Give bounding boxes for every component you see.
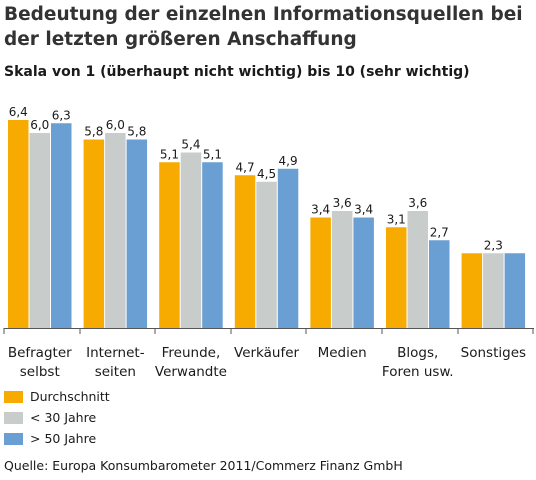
category-label-2-1: Verwandte (155, 364, 227, 380)
data-label-2-2: 5,1 (203, 147, 222, 161)
bar-2-0 (159, 162, 180, 328)
category-label-5-1: Foren usw. (382, 364, 454, 380)
bar-4-0 (310, 217, 331, 328)
data-label-3-1: 4,5 (257, 167, 276, 181)
category-label-1-0: Internet- (86, 345, 145, 361)
data-label-3-2: 4,9 (279, 154, 298, 168)
category-label-0-0: Befragter (8, 345, 72, 361)
bar-3-0 (234, 175, 256, 328)
data-label-0-2: 6,3 (52, 108, 71, 122)
bar-3-2 (277, 168, 299, 328)
bar-5-0 (386, 227, 407, 328)
category-label-1-1: seiten (95, 364, 136, 380)
category-label-3-0: Verkäufer (234, 345, 300, 361)
bar-3-1 (256, 181, 277, 328)
data-label-6-1: 2,3 (484, 238, 503, 252)
chart-title: Bedeutung der einzelnen Informationsquel… (4, 4, 523, 50)
data-label-3-0: 4,7 (236, 160, 255, 174)
data-label-4-1: 3,6 (333, 196, 352, 210)
data-label-1-1: 6,0 (106, 118, 125, 132)
legend-label-ueber-50: > 50 Jahre (30, 431, 97, 446)
bar-6-0 (461, 253, 483, 328)
data-label-4-0: 3,4 (311, 203, 330, 217)
bar-2-1 (180, 152, 202, 328)
category-label-5-0: Blogs, (397, 345, 438, 361)
bar-2-2 (202, 162, 223, 328)
category-label-4-0: Medien (318, 345, 367, 361)
bar-6-1 (483, 253, 504, 328)
data-label-5-1: 3,6 (408, 196, 427, 210)
bar-4-1 (331, 211, 353, 328)
bar-1-2 (126, 139, 148, 328)
data-label-4-2: 3,4 (354, 203, 373, 217)
data-label-1-2: 5,8 (127, 125, 146, 139)
data-label-2-1: 5,4 (181, 138, 200, 152)
data-label-5-0: 3,1 (387, 212, 406, 226)
source-note: Quelle: Europa Konsumbarometer 2011/Comm… (4, 458, 403, 473)
bar-0-2 (51, 123, 72, 328)
data-label-1-0: 5,8 (84, 125, 103, 139)
legend-swatch-unter-30 (4, 412, 23, 424)
data-label-5-2: 2,7 (430, 225, 449, 239)
bar-0-0 (8, 120, 29, 328)
bar-4-2 (353, 217, 374, 328)
legend-label-durchschnitt: Durchschnitt (30, 389, 110, 404)
data-label-2-0: 5,1 (160, 147, 179, 161)
legend-swatch-durchschnitt (4, 391, 23, 403)
data-label-0-0: 6,4 (9, 105, 28, 119)
bar-1-0 (83, 139, 105, 328)
bar-5-2 (429, 240, 450, 328)
legend-swatch-ueber-50 (4, 433, 23, 445)
bar-0-1 (29, 133, 50, 328)
category-label-2-0: Freunde, (162, 345, 221, 361)
category-label-6-0: Sonstiges (461, 345, 526, 361)
data-label-0-1: 6,0 (30, 118, 49, 132)
category-label-0-1: selbst (20, 364, 60, 380)
bar-6-2 (504, 253, 526, 328)
bar-1-1 (105, 133, 126, 328)
bar-5-1 (407, 211, 428, 328)
chart-subtitle: Skala von 1 (überhaupt nicht wichtig) bi… (4, 64, 470, 80)
legend-label-unter-30: < 30 Jahre (30, 410, 97, 425)
